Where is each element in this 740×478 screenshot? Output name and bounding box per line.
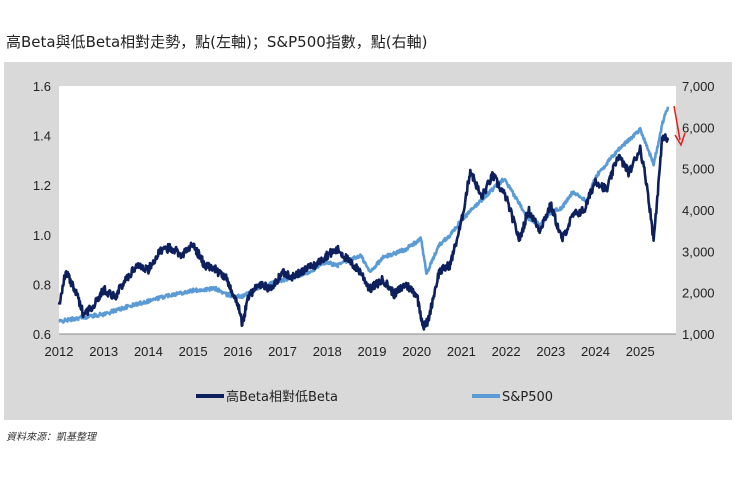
- x-axis-ticks: 2012 2013 2014 2015 2016 2017 2018 2019 2020 2021…: [45, 344, 655, 359]
- legend-label-ratio: 高Beta相對低Beta: [226, 389, 338, 405]
- legend: 高Beta相對低Beta S&P500: [196, 389, 553, 405]
- y-left-tick-label: 1.0: [33, 228, 51, 243]
- y-left-tick-label: 1.6: [33, 79, 51, 94]
- y-left-tick-label: 0.8: [33, 277, 51, 292]
- y-right-tick-label: 2,000: [682, 286, 715, 301]
- x-tick-label: 2014: [134, 344, 163, 359]
- y-right-tick-label: 5,000: [682, 162, 715, 177]
- y-right-tick-label: 1,000: [682, 327, 715, 342]
- y-axis-left: 0.6 0.8 1.0 1.2 1.4 1.6: [33, 79, 51, 342]
- plot-area: [59, 86, 676, 334]
- x-tick-label: 2022: [492, 344, 521, 359]
- x-tick-label: 2021: [447, 344, 476, 359]
- y-right-tick-label: 3,000: [682, 244, 715, 259]
- y-right-tick-label: 4,000: [682, 203, 715, 218]
- line-chart: 0.6 0.8 1.0 1.2 1.4 1.6 1,000 2,000 3,000 4,000 5…: [33, 79, 715, 405]
- series-line-sp500: [58, 106, 670, 324]
- x-tick-label: 2024: [581, 344, 610, 359]
- legend-label-sp500: S&P500: [502, 390, 553, 405]
- arrow-head: [674, 132, 686, 147]
- y-left-tick-label: 1.4: [33, 129, 51, 144]
- series-layer: [57, 106, 670, 331]
- x-tick-label: 2023: [536, 344, 565, 359]
- x-tick-label: 2013: [89, 344, 118, 359]
- y-right-tick-label: 7,000: [682, 79, 715, 94]
- x-tick-label: 2025: [626, 344, 655, 359]
- y-left-tick-label: 0.6: [33, 327, 51, 342]
- x-tick-label: 2017: [268, 344, 297, 359]
- chart-title: 高Beta與低Beta相對走勢，點(左軸)；S&P500指數，點(右軸): [6, 33, 428, 51]
- x-tick-label: 2018: [313, 344, 342, 359]
- source-note: 資料來源：凱基整理: [6, 432, 96, 443]
- y-right-tick-label: 6,000: [682, 120, 715, 135]
- x-tick-label: 2016: [223, 344, 252, 359]
- series-line-ratio: [57, 133, 670, 331]
- x-tick-label: 2019: [358, 344, 387, 359]
- x-tick-label: 2012: [45, 344, 74, 359]
- y-left-tick-label: 1.2: [33, 178, 51, 193]
- x-tick-label: 2020: [402, 344, 431, 359]
- x-tick-label: 2015: [179, 344, 208, 359]
- y-axis-right: 1,000 2,000 3,000 4,000 5,000 6,000 7,000: [682, 79, 715, 342]
- annotation-layer: [673, 105, 686, 147]
- arrow-shaft: [673, 105, 681, 141]
- chart-panel: 0.6 0.8 1.0 1.2 1.4 1.6 1,000 2,000 3,000 4,000 5…: [4, 62, 732, 420]
